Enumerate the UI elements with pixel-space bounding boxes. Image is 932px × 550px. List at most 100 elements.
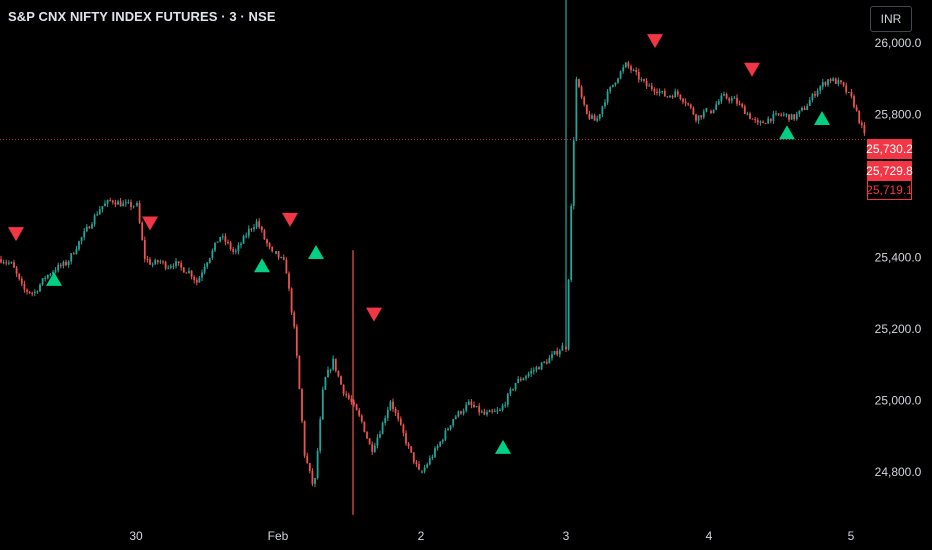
candle-body [692,107,695,115]
candle-body [743,106,746,115]
candle-body [504,404,507,406]
candle-body [190,270,193,277]
candle-body [154,260,157,265]
candle-body [728,98,731,101]
candle-body [80,237,83,242]
candle-body [109,200,112,202]
candle-body [585,104,588,114]
candle-body [475,406,478,408]
price-label-box [867,180,912,200]
candle-body [785,114,788,116]
y-tick-label: 26,000.0 [875,36,922,50]
candle-body [232,249,235,252]
candle-body [575,79,578,141]
candle-body [679,94,682,99]
candle-body [353,401,355,405]
candle-body [801,107,803,111]
candle-body [509,389,512,394]
candle-body [415,462,418,465]
candle-body [366,432,368,439]
price-label: 25,730.2 [866,142,913,156]
candle-body [268,243,271,247]
candle-body [790,114,793,120]
candle-body [31,292,34,294]
candle-body [648,85,651,87]
candle-body [2,262,5,264]
candle-body [177,261,180,264]
candle-body [75,249,78,254]
candle-body [169,266,172,268]
candle-body [572,140,575,207]
candle-body [242,235,245,244]
sell-signal-marker [282,212,298,227]
candle-body [206,262,209,267]
candle-body [759,121,762,123]
candle-body [462,410,465,414]
candle-body [350,398,353,402]
candle-body [280,257,283,259]
candle-body [730,98,733,101]
candle-body [371,444,374,452]
candle-body [376,437,379,446]
candle-body [28,291,31,293]
candle-body [91,224,93,229]
candle-body [298,355,301,390]
candle-body [321,389,324,420]
candle-body [545,361,548,364]
candle-body [20,278,23,284]
candle-body [756,120,759,123]
candle-body [15,267,18,274]
candle-body [195,279,198,283]
candle-body [72,253,75,255]
candle-body [733,97,736,99]
candle-body [392,401,394,409]
candle-body [637,72,640,80]
candle-body [436,446,439,449]
candle-body [221,236,224,238]
candle-body [57,264,60,271]
candle-body [480,411,483,413]
candle-body [5,262,8,264]
candle-body [119,201,122,207]
candle-body [151,264,154,266]
candle-body [687,103,690,105]
candle-body [319,419,322,451]
candle-body [543,361,546,363]
candle-body [198,277,201,283]
candle-body [421,471,423,473]
candle-body [767,118,770,124]
y-tick-label: 25,000.0 [875,393,922,407]
candle-body [465,404,468,411]
candle-body [561,345,564,351]
candle-body [431,456,434,459]
candle-body [399,418,402,425]
candle-body [324,377,327,390]
candle-body [182,267,185,273]
price-label-box [867,161,912,181]
currency-selector[interactable]: INR [870,6,912,32]
candle-body [738,103,741,105]
candle-body [96,214,99,216]
candle-body [606,91,609,103]
candle-body [39,284,41,292]
candle-body [705,108,708,112]
candle-body [237,245,240,251]
candle-body [632,70,635,72]
candle-body [93,215,96,225]
candle-body [282,257,285,260]
candle-body [674,91,677,98]
candle-body [627,62,630,67]
candle-body [379,434,381,438]
candle-body [59,264,62,266]
candle-body [663,90,666,97]
candle-body [622,67,625,72]
candle-body [540,362,543,370]
candle-body [803,107,806,110]
candle-body [426,464,429,468]
x-tick-label: 4 [706,529,713,543]
candle-body [141,222,144,241]
candle-body [245,235,248,237]
candle-body [444,430,447,440]
x-tick-label: 3 [563,529,570,543]
